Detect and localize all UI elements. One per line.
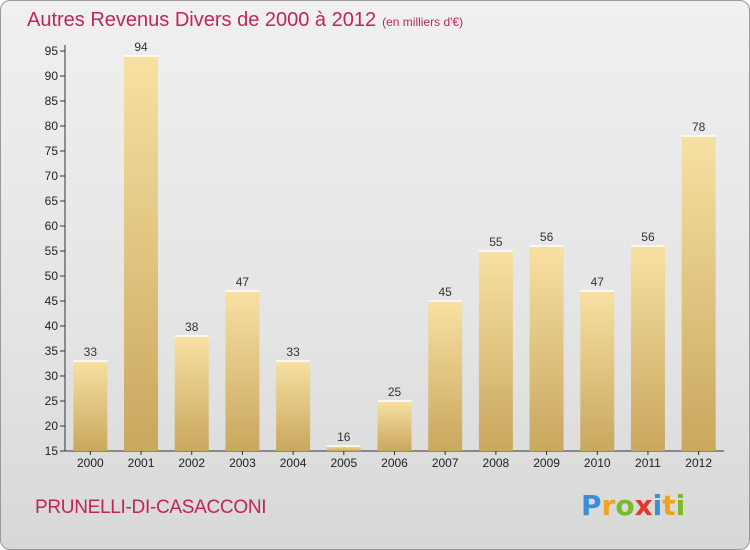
bar (174, 336, 209, 451)
y-tick-label: 60 (45, 219, 59, 233)
bar (681, 136, 716, 451)
bar-value-label: 33 (84, 345, 98, 359)
bar-value-label: 25 (388, 385, 402, 399)
y-tick-label: 65 (45, 194, 59, 208)
y-tick-label: 25 (45, 394, 59, 408)
logo-letter: r (601, 489, 616, 522)
logo-letter: t (662, 489, 676, 522)
bar-value-label: 56 (540, 230, 554, 244)
bar (428, 301, 463, 451)
bar-value-label: 47 (236, 275, 250, 289)
bar-value-label: 56 (641, 230, 655, 244)
proxiti-logo[interactable]: Proxiti (581, 489, 685, 522)
y-tick-label: 80 (45, 119, 59, 133)
y-tick-label: 45 (45, 294, 59, 308)
bar (377, 401, 412, 451)
x-tick-label: 2002 (178, 456, 205, 470)
bar-value-label: 45 (439, 285, 453, 299)
y-tick-label: 40 (45, 319, 59, 333)
x-tick-label: 2005 (330, 456, 357, 470)
bar-value-label: 33 (286, 345, 300, 359)
y-tick-label: 90 (45, 69, 59, 83)
bar-value-label: 55 (489, 235, 503, 249)
logo-letter: i (675, 489, 686, 522)
x-tick-label: 2003 (229, 456, 256, 470)
x-tick-label: 2000 (77, 456, 104, 470)
chart-title: Autres Revenus Divers de 2000 à 2012 (en … (27, 9, 463, 32)
y-tick-label: 35 (45, 344, 59, 358)
bar-value-label: 94 (134, 40, 148, 54)
x-tick-label: 2001 (128, 456, 155, 470)
bar (478, 251, 513, 451)
bar-value-label: 47 (591, 275, 605, 289)
x-tick-label: 2008 (483, 456, 510, 470)
x-tick-label: 2004 (280, 456, 307, 470)
logo-letter: o (615, 489, 635, 522)
x-tick-label: 2011 (635, 456, 661, 470)
bar-value-label: 16 (337, 430, 351, 444)
y-tick-label: 75 (45, 144, 59, 158)
y-tick-label: 20 (45, 419, 59, 433)
commune-name: PRUNELLI-DI-CASACCONI (35, 497, 267, 518)
bar-value-label: 38 (185, 320, 199, 334)
x-tick-label: 2006 (381, 456, 408, 470)
bar (580, 291, 615, 451)
logo-letter: P (581, 489, 602, 522)
bar-value-label: 78 (692, 120, 706, 134)
bar (73, 361, 108, 451)
bar (124, 56, 159, 451)
y-tick-label: 70 (45, 169, 59, 183)
title-unit: (en milliers d'€) (382, 15, 464, 29)
y-tick-label: 95 (45, 44, 59, 58)
y-tick-label: 50 (45, 269, 59, 283)
logo-letter: x (634, 489, 653, 522)
y-tick-label: 55 (45, 244, 59, 258)
x-tick-label: 2012 (685, 456, 712, 470)
y-tick-label: 85 (45, 94, 59, 108)
x-tick-label: 2010 (584, 456, 611, 470)
bar (529, 246, 564, 451)
bar (630, 246, 665, 451)
logo-letter: i (652, 489, 663, 522)
x-tick-label: 2007 (432, 456, 459, 470)
bar (276, 361, 311, 451)
title-text: Autres Revenus Divers de 2000 à 2012 (27, 9, 377, 31)
x-tick-label: 2009 (533, 456, 560, 470)
y-tick-label: 30 (45, 369, 59, 383)
bar (225, 291, 260, 451)
y-tick-label: 15 (45, 444, 59, 458)
bar (326, 446, 361, 451)
